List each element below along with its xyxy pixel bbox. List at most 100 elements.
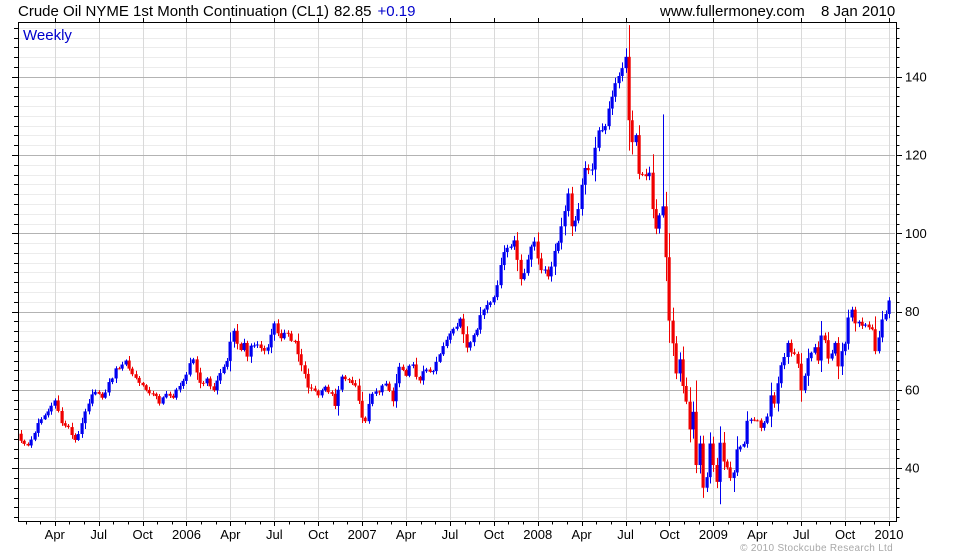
candle: [377, 390, 381, 396]
candle: [380, 384, 384, 396]
candle: [370, 392, 374, 407]
candle: [120, 361, 124, 371]
candle: [255, 341, 259, 348]
candle: [451, 327, 455, 336]
candle: [201, 380, 205, 387]
candle: [147, 386, 151, 396]
candle: [445, 336, 449, 349]
candle: [418, 375, 422, 384]
candle: [684, 377, 688, 405]
candle: [198, 367, 202, 389]
candle: [340, 374, 344, 393]
candle: [87, 398, 91, 415]
candle: [779, 362, 783, 388]
candle: [637, 125, 641, 180]
candle: [863, 322, 867, 328]
candle: [421, 365, 425, 385]
candle: [830, 349, 834, 361]
candle: [245, 340, 249, 362]
candle: [367, 393, 371, 424]
candle: [424, 367, 428, 373]
candle: [549, 261, 553, 282]
candle: [137, 375, 141, 386]
axis-frame-and-ticks: [12, 18, 902, 526]
candle: [485, 300, 489, 314]
candle: [262, 345, 266, 355]
candle: [178, 382, 182, 393]
candle: [678, 352, 682, 382]
candle: [174, 387, 178, 400]
candle: [49, 402, 53, 415]
candle: [66, 423, 70, 429]
y-axis-label: 60: [905, 382, 919, 397]
candle: [391, 387, 395, 407]
candle: [188, 357, 192, 377]
candle: [526, 254, 530, 276]
candle: [749, 417, 753, 424]
candle: [725, 459, 729, 470]
candle: [782, 353, 786, 370]
candle: [309, 384, 313, 392]
candle: [711, 436, 715, 472]
candle: [624, 48, 628, 73]
candle: [644, 168, 648, 181]
candle: [833, 341, 837, 356]
y-axis-label: 80: [905, 304, 919, 319]
candle: [488, 301, 492, 308]
candle: [654, 199, 658, 235]
candle: [46, 408, 50, 418]
candle: [266, 344, 270, 355]
candle: [303, 361, 307, 379]
candle: [154, 392, 158, 400]
candle: [60, 407, 64, 426]
candle: [252, 342, 256, 348]
x-axis-label: Oct: [659, 527, 680, 542]
candle: [573, 215, 577, 232]
candle: [553, 243, 557, 275]
candle: [357, 378, 361, 404]
candle: [225, 357, 229, 370]
candle: [515, 232, 519, 272]
candle: [482, 308, 486, 319]
candle: [239, 342, 243, 352]
copyright-notice: © 2010 Stockcube Research Ltd: [740, 543, 893, 554]
candle: [144, 384, 148, 392]
candle: [282, 329, 286, 340]
x-axis-label: Apr: [572, 527, 593, 542]
candle: [472, 333, 476, 347]
candle: [468, 341, 472, 351]
candle: [235, 323, 239, 350]
candle: [772, 392, 776, 408]
candle: [76, 431, 80, 441]
candle: [168, 391, 172, 398]
candle: [586, 164, 590, 175]
candle: [543, 266, 547, 274]
candle: [509, 244, 513, 250]
candle: [728, 461, 732, 481]
candle: [647, 166, 651, 181]
candle: [651, 154, 655, 219]
candle: [762, 421, 766, 431]
candle: [867, 321, 871, 330]
candle: [242, 338, 246, 352]
candle: [83, 408, 87, 429]
candle: [387, 381, 391, 393]
candle: [850, 306, 854, 322]
x-axis-label: Jul: [90, 527, 107, 542]
candle: [556, 240, 560, 254]
candle: [191, 357, 195, 365]
x-axis-label: 2010: [875, 527, 904, 542]
candle: [218, 368, 222, 384]
candle: [43, 413, 47, 421]
candle: [374, 388, 378, 396]
candle: [184, 372, 188, 384]
x-axis-label: 2008: [523, 527, 552, 542]
candle: [819, 321, 823, 372]
candle: [438, 353, 442, 363]
candle: [826, 332, 830, 364]
candle: [228, 332, 232, 372]
candle: [776, 376, 780, 412]
candle: [411, 362, 415, 369]
candle: [691, 401, 695, 439]
